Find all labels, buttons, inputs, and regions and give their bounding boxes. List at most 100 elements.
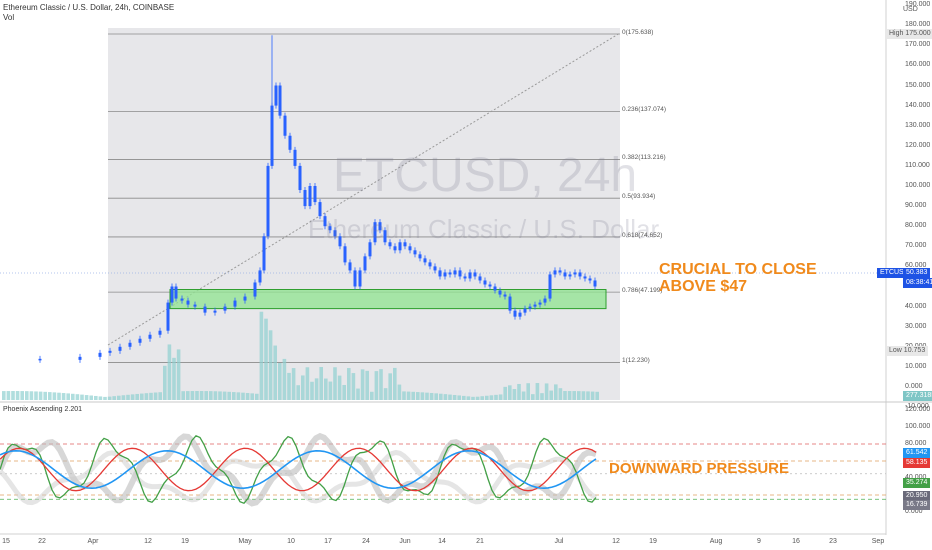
candle-body — [523, 308, 527, 313]
candle-body — [388, 242, 392, 247]
volume-bar — [2, 391, 6, 400]
volume-bar — [402, 391, 406, 400]
volume-bar — [250, 393, 254, 400]
volume-bar — [291, 368, 296, 400]
candle-body — [253, 282, 257, 297]
volume-bar — [117, 395, 121, 400]
volume-bar — [475, 396, 480, 400]
candle-body — [473, 272, 477, 277]
time-tick: 10 — [287, 538, 295, 545]
indicator-tag-blue: 61.542 — [903, 448, 931, 458]
volume-bar — [75, 394, 80, 400]
volume-bar — [549, 390, 553, 400]
time-tick: 12 — [612, 538, 620, 545]
price-tick: 190.000 — [905, 1, 931, 9]
volume-bar — [172, 357, 176, 400]
volume-label[interactable]: Vol — [3, 13, 15, 22]
volume-bar — [567, 391, 572, 400]
candle-body — [508, 296, 512, 311]
time-tick: 15 — [2, 538, 10, 545]
high-label: High — [889, 30, 904, 37]
price-tick: 40.000 — [905, 302, 927, 310]
volume-bar — [590, 391, 595, 400]
candle-body — [573, 272, 577, 275]
volume-bar — [360, 369, 365, 400]
volume-bar — [89, 395, 93, 400]
fib-level-label: 0.5(93.934) — [622, 193, 656, 201]
price-tick: 90.000 — [905, 202, 927, 210]
price-tick: 150.000 — [905, 81, 931, 89]
candle-body — [118, 346, 122, 351]
indicator-pane — [0, 432, 886, 507]
volume-bar — [540, 393, 544, 400]
time-tick: 16 — [792, 538, 800, 545]
volume-bar — [314, 378, 319, 400]
volume-bar — [144, 393, 149, 400]
volume-bar — [531, 394, 535, 400]
volume-bar — [167, 344, 172, 400]
candle-body — [478, 276, 482, 281]
candle-body — [593, 280, 597, 287]
support-zone-rect[interactable] — [169, 289, 607, 310]
candle-body — [448, 272, 452, 275]
indicator-annotation[interactable]: DOWNWARD PRESSURE — [609, 460, 790, 477]
volume-bar — [199, 391, 204, 400]
low-value: 10.753 — [903, 347, 926, 354]
candle-body — [274, 85, 278, 106]
volume-bar — [66, 393, 70, 400]
candle-body — [158, 330, 162, 335]
time-tick: 21 — [476, 538, 484, 545]
volume-bar — [61, 393, 66, 400]
fib-level-label: 1(12.230) — [622, 357, 650, 365]
candle-body — [353, 270, 357, 287]
symbol-title[interactable]: Ethereum Classic / U.S. Dollar, 24h, COI… — [3, 3, 175, 12]
high-tag: High 175.000 — [886, 29, 932, 39]
candle-body — [518, 312, 522, 317]
volume-bar — [112, 396, 116, 400]
candle-body — [233, 300, 237, 307]
time-tick: May — [238, 538, 252, 545]
volume-bar — [268, 330, 273, 400]
candle-body — [288, 135, 292, 150]
candle-body — [383, 230, 387, 243]
current-ticker-tag: ETCUSD — [877, 268, 912, 278]
candle-body — [428, 262, 432, 267]
fib-level-label: 0.382(113.216) — [622, 154, 666, 162]
candle-body — [368, 242, 372, 257]
candle-body — [38, 358, 42, 361]
fib-level-label: 0.236(137.074) — [622, 106, 667, 114]
time-tick: 19 — [181, 538, 189, 545]
volume-bar — [586, 391, 590, 400]
volume-bar — [130, 394, 135, 400]
volume-bar — [452, 394, 457, 400]
candle-body — [148, 334, 152, 339]
currency-label: USD — [903, 6, 918, 13]
candle-body — [186, 300, 190, 305]
volume-bar — [342, 384, 346, 400]
indicator-title[interactable]: Phoenix Ascending 2.201 — [3, 406, 83, 413]
volume-bar — [489, 395, 494, 400]
price-tick: 160.000 — [905, 61, 931, 69]
volume-bar — [204, 391, 208, 400]
indicator-tag-green: 35.274 — [903, 478, 931, 488]
volume-bar — [241, 392, 245, 400]
volume-bar — [282, 358, 287, 400]
support-annotation[interactable]: CRUCIAL TO CLOSE ABOVE $47 — [659, 261, 817, 295]
indicator-green-line — [0, 435, 597, 504]
fib-level-label: 0.618(74.652) — [622, 231, 663, 239]
volume-bar — [218, 391, 222, 400]
fib-retracement-box — [108, 28, 620, 400]
indicator-tick: 0.000 — [905, 508, 923, 515]
candle-body — [393, 246, 397, 251]
candle-body — [323, 216, 327, 227]
candle-body — [313, 186, 317, 203]
time-tick: 9 — [757, 538, 761, 545]
volume-bar — [190, 391, 195, 400]
indicator-tick: 40.000 — [905, 474, 926, 481]
volume-bar — [15, 391, 20, 400]
indicator-tag-gray1: 20.950 — [903, 491, 931, 501]
candle-body — [498, 290, 502, 295]
candle-body — [578, 272, 582, 277]
volume-bar — [572, 391, 576, 400]
